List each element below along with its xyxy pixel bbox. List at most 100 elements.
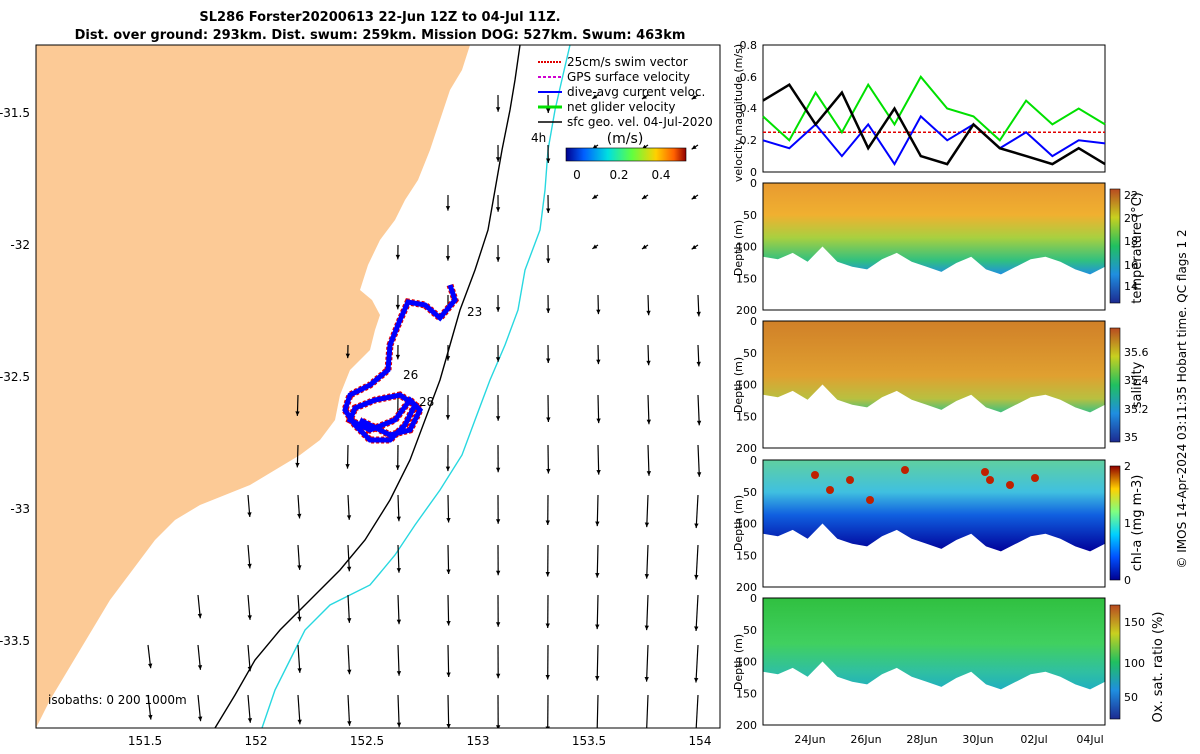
date-tick-label: 02Jul bbox=[1020, 733, 1047, 746]
lat-tick-label: -33.5 bbox=[0, 634, 30, 648]
chla-cbar-tick: 2 bbox=[1124, 460, 1131, 473]
temperature-cbar-tick: 20 bbox=[1124, 212, 1138, 225]
temperature-cbar-tick: 16 bbox=[1124, 259, 1138, 272]
depth-tick-label: 0 bbox=[750, 454, 757, 467]
velocity-arrow bbox=[448, 695, 449, 729]
velocity-arrow bbox=[597, 645, 598, 681]
lon-tick-label: 154 bbox=[689, 734, 712, 748]
lon-tick-label: 151.5 bbox=[128, 734, 162, 748]
depth-tick-label: 50 bbox=[743, 209, 757, 222]
chla-cbar-tick: 0 bbox=[1124, 574, 1131, 587]
velocity-panel: velocity magnitude (m/s) 0 0.2 0.4 0.6 0… bbox=[732, 39, 1105, 182]
date-ticks: 24Jun 26Jun 28Jun 30Jun 02Jul 04Jul bbox=[794, 733, 1103, 746]
credit-text: © IMOS 14-Apr-2024 03:11:35 Hobart time.… bbox=[1175, 229, 1189, 568]
velocity-arrow bbox=[597, 545, 598, 578]
map-lon-ticks: 151.5 152 152.5 153 153.5 154 bbox=[128, 734, 712, 748]
chla-hotspot bbox=[811, 471, 819, 479]
velocity-arrow bbox=[448, 645, 449, 677]
date-tick-label: 26Jun bbox=[850, 733, 881, 746]
chla-cbar-label: chl-a (mg m-3) bbox=[1130, 475, 1145, 572]
section-panels: 0501001502000501001502000501001502000501… bbox=[736, 177, 1105, 732]
oxygen-ylabel: Depth (m) bbox=[732, 634, 745, 690]
temperature-cbar-tick: 22 bbox=[1124, 189, 1138, 202]
depth-tick-label: 50 bbox=[743, 486, 757, 499]
legend-label: net glider velocity bbox=[567, 100, 675, 114]
velocity-arrow bbox=[448, 595, 449, 626]
legend-label: sfc geo. vel. 04-Jul-2020 bbox=[567, 115, 713, 129]
legend-label: GPS surface velocity bbox=[567, 70, 690, 84]
four-h-label: 4h bbox=[531, 131, 546, 145]
lon-tick-label: 153 bbox=[467, 734, 490, 748]
title-line2: Dist. over ground: 293km. Dist. swum: 25… bbox=[75, 28, 686, 43]
lat-tick-label: -32.5 bbox=[0, 370, 30, 384]
salinity-colorbar bbox=[1110, 328, 1120, 442]
colorbar-tick: 0 bbox=[573, 168, 581, 182]
chla-hotspot bbox=[826, 486, 834, 494]
legend-label: 25cm/s swim vector bbox=[567, 55, 688, 69]
velocity-arrow-head bbox=[645, 728, 649, 733]
track-day-label: 23 bbox=[467, 305, 482, 319]
date-tick-label: 30Jun bbox=[962, 733, 993, 746]
chla-ylabel: Depth (m) bbox=[732, 495, 745, 551]
lat-tick-label: -33 bbox=[10, 502, 30, 516]
lon-tick-label: 153.5 bbox=[572, 734, 606, 748]
velocity-arrow bbox=[597, 495, 598, 526]
lon-tick-label: 152.5 bbox=[350, 734, 384, 748]
chla-hotspot bbox=[986, 476, 994, 484]
chla-hotspot bbox=[1031, 474, 1039, 482]
colorbar-title: (m/s) bbox=[607, 131, 644, 147]
velocity-ytick: 0.4 bbox=[740, 102, 758, 115]
lat-tick-label: -32 bbox=[10, 238, 30, 252]
salinity-cbar-tick: 35.6 bbox=[1124, 346, 1149, 359]
temperature-cbar-tick: 14 bbox=[1124, 280, 1138, 293]
oxygen-cbar-tick: 50 bbox=[1124, 691, 1138, 704]
legend-label: dive-avg current veloc. bbox=[567, 85, 705, 99]
track-day-label: 26 bbox=[403, 368, 418, 382]
chla-hotspot bbox=[1006, 481, 1014, 489]
salinity-cbar-tick: 35.4 bbox=[1124, 374, 1149, 387]
chla-hotspot bbox=[846, 476, 854, 484]
colorbar-gradient bbox=[566, 148, 686, 161]
map-lat-ticks: -31.5 -32 -32.5 -33 -33.5 bbox=[0, 106, 30, 648]
salinity-cbar-tick: 35 bbox=[1124, 431, 1138, 444]
date-tick-label: 28Jun bbox=[906, 733, 937, 746]
isobaths-label: isobaths: 0 200 1000m bbox=[48, 693, 187, 707]
temperature-ylabel: Depth (m) bbox=[732, 220, 745, 276]
depth-tick-label: 200 bbox=[736, 719, 757, 732]
title-line1: SL286 Forster20200613 22-Jun 12Z to 04-J… bbox=[199, 10, 560, 25]
oxygen-cbar-tick: 150 bbox=[1124, 616, 1145, 629]
temperature-cbar-tick: 18 bbox=[1124, 235, 1138, 248]
chla-hotspot bbox=[866, 496, 874, 504]
depth-tick-label: 0 bbox=[750, 177, 757, 190]
depth-tick-label: 0 bbox=[750, 592, 757, 605]
depth-tick-label: 50 bbox=[743, 347, 757, 360]
depth-tick-label: 0 bbox=[750, 315, 757, 328]
velocity-arrow-head bbox=[546, 726, 550, 731]
oxygen-cbar-tick: 100 bbox=[1124, 657, 1145, 670]
velocity-ytick: 0.6 bbox=[740, 71, 758, 84]
velocity-arrow bbox=[597, 595, 598, 629]
depth-tick-label: 50 bbox=[743, 624, 757, 637]
chla-colorbar bbox=[1110, 466, 1120, 580]
chla-hotspot bbox=[901, 466, 909, 474]
date-tick-label: 04Jul bbox=[1076, 733, 1103, 746]
track-day-label: 28 bbox=[419, 395, 434, 409]
salinity-ylabel: Depth (m) bbox=[732, 357, 745, 413]
salinity-cbar-tick: 35.2 bbox=[1124, 403, 1149, 416]
lon-tick-label: 152 bbox=[245, 734, 268, 748]
date-tick-label: 24Jun bbox=[794, 733, 825, 746]
lat-tick-label: -31.5 bbox=[0, 106, 30, 120]
chla-hotspot bbox=[981, 468, 989, 476]
colorbar-tick: 0.2 bbox=[609, 168, 628, 182]
velocity-ytick: 0.2 bbox=[740, 134, 758, 147]
temperature-colorbar bbox=[1110, 189, 1120, 303]
velocity-ytick: 0.8 bbox=[740, 39, 758, 52]
oxygen-colorbar bbox=[1110, 605, 1120, 719]
oxygen-cbar-label: Ox. sat. ratio (%) bbox=[1151, 612, 1166, 723]
